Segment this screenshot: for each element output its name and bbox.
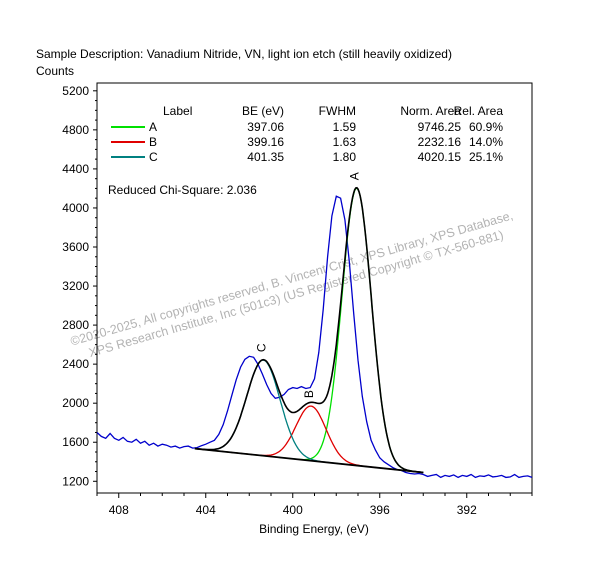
- y-tick-label: 4800: [62, 123, 89, 137]
- legend-header: Norm. Area: [400, 104, 461, 118]
- y-tick-label: 2000: [62, 396, 89, 410]
- x-tick-label: 400: [283, 503, 303, 517]
- background-line: [194, 447, 424, 474]
- legend-b-label: B: [149, 135, 157, 149]
- legend-a-label: A: [149, 120, 157, 134]
- component-peak-c-line: [194, 359, 424, 474]
- legend-b-rel-area: 14.0%: [469, 135, 503, 149]
- legend-header: BE (eV): [242, 104, 284, 118]
- y-tick-label: 5200: [62, 84, 89, 98]
- y-tick-label: 2400: [62, 357, 89, 371]
- y-tick-label: 4000: [62, 201, 89, 215]
- plot-curves: A B C: [96, 172, 533, 479]
- y-tick-label: 1600: [62, 435, 89, 449]
- x-tick-label: 396: [370, 503, 390, 517]
- legend-header: Rel. Area: [454, 104, 504, 118]
- x-axis-title: Binding Energy, (eV): [259, 522, 369, 536]
- x-tick-label: 408: [109, 503, 129, 517]
- x-tick-label: 404: [196, 503, 216, 517]
- legend-c-rel-area: 25.1%: [469, 150, 503, 164]
- y-tick-label: 4400: [62, 162, 89, 176]
- measured-spectrum-line: [96, 195, 533, 479]
- component-peak-b-line: [194, 405, 424, 474]
- legend-c-be: 401.35: [247, 150, 284, 164]
- y-tick-label: 1200: [62, 474, 89, 488]
- y-tick-label: 3200: [62, 279, 89, 293]
- legend-a-norm-area: 9746.25: [418, 120, 462, 134]
- peak-marker-a: A: [348, 172, 362, 180]
- legend-header: FWHM: [319, 104, 356, 118]
- legend-c-fwhm: 1.80: [333, 150, 357, 164]
- y-tick-label: 2800: [62, 318, 89, 332]
- peak-marker-c: C: [254, 343, 268, 352]
- legend-b-be: 399.16: [247, 135, 284, 149]
- x-axis: 408 404 400 396 392: [96, 493, 533, 517]
- legend-header: Label: [163, 104, 192, 118]
- peak-marker-b: B: [302, 390, 316, 398]
- y-tick-label: 3600: [62, 240, 89, 254]
- component-peak-a-line: [194, 187, 424, 474]
- watermark: ©2020-2025, All copyrights reserved, B. …: [69, 208, 515, 360]
- legend-a-fwhm: 1.59: [333, 120, 357, 134]
- legend-b-norm-area: 2232.16: [418, 135, 462, 149]
- watermark-line-1: ©2020-2025, All copyrights reserved, B. …: [69, 208, 515, 348]
- sample-description: Sample Description: Vanadium Nitride, VN…: [36, 47, 452, 61]
- y-axis-unit-label: Counts: [36, 64, 74, 78]
- legend-c-norm-area: 4020.15: [418, 150, 462, 164]
- legend-c-label: C: [149, 150, 158, 164]
- fit-envelope-line: [194, 186, 424, 474]
- x-tick-label: 392: [457, 503, 477, 517]
- legend-a-be: 397.06: [247, 120, 284, 134]
- reduced-chi-square: Reduced Chi-Square: 2.036: [108, 183, 257, 197]
- watermark-line-2: XPS Research Institute, Inc (501c3) (US …: [87, 228, 505, 360]
- legend-b-fwhm: 1.63: [333, 135, 357, 149]
- y-axis: 1200 1600 2000 2400 2800 3200 3600 4000 4400 4800…: [62, 84, 97, 488]
- legend-a-rel-area: 60.9%: [469, 120, 503, 134]
